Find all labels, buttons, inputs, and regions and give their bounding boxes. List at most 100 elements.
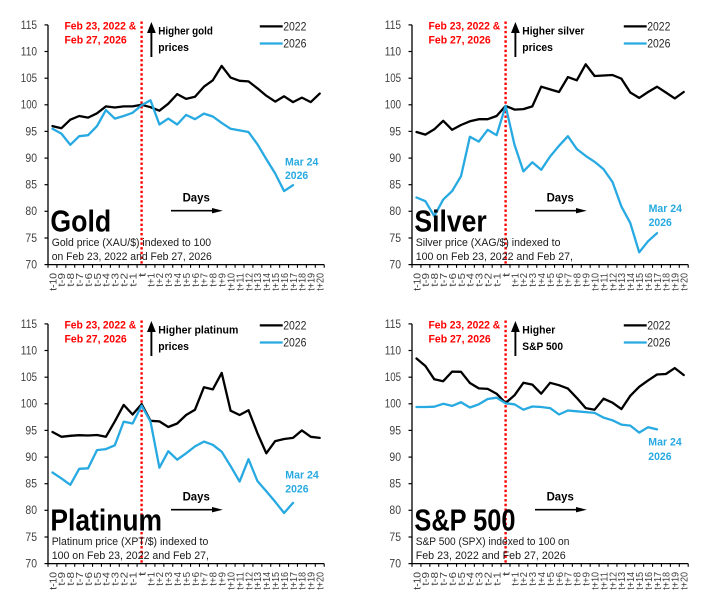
svg-text:t+6: t+6 [191,273,202,287]
svg-text:85: 85 [25,180,37,192]
svg-text:80: 80 [25,505,37,517]
svg-text:2026: 2026 [648,451,671,463]
svg-text:t+17: t+17 [289,273,300,291]
svg-text:t+15: t+15 [635,273,646,291]
svg-text:t-5: t-5 [93,272,104,286]
svg-text:t+11: t+11 [235,273,246,291]
svg-text:t-8: t-8 [66,572,77,586]
svg-text:Days: Days [183,192,210,204]
svg-text:Days: Days [547,492,574,504]
svg-text:115: 115 [385,20,401,32]
svg-text:80: 80 [389,206,401,218]
svg-text:t+9: t+9 [218,273,229,287]
svg-text:S&P 500: S&P 500 [522,341,563,353]
svg-text:Higher gold: Higher gold [158,26,213,38]
svg-text:t+11: t+11 [599,572,610,590]
svg-text:90: 90 [25,153,37,165]
svg-text:t-4: t-4 [466,272,477,286]
svg-text:Feb 23, 2022 &: Feb 23, 2022 & [65,320,137,332]
svg-text:t+20: t+20 [316,273,327,291]
svg-text:t-6: t-6 [84,272,95,286]
svg-text:100: 100 [21,100,37,112]
svg-text:110: 110 [21,346,37,358]
svg-text:t+19: t+19 [671,572,682,590]
svg-text:80: 80 [389,506,401,518]
svg-text:t-7: t-7 [439,572,450,586]
svg-text:t: t [137,572,148,577]
svg-text:t+2: t+2 [519,572,530,586]
svg-text:t+2: t+2 [155,273,166,287]
svg-text:t+10: t+10 [590,572,601,590]
svg-text:t-5: t-5 [457,272,468,286]
svg-text:t-4: t-4 [466,572,477,586]
svg-text:t+15: t+15 [271,273,282,291]
svg-text:t: t [137,273,148,278]
svg-text:t-9: t-9 [57,572,68,586]
svg-text:t+15: t+15 [635,572,646,590]
svg-text:t+18: t+18 [662,572,673,590]
svg-text:t+11: t+11 [599,273,610,291]
svg-text:t-2: t-2 [484,272,495,286]
svg-text:t-6: t-6 [448,272,459,286]
svg-text:t+1: t+1 [146,273,157,287]
svg-text:t+16: t+16 [644,273,655,291]
svg-text:t+19: t+19 [307,273,318,291]
svg-text:85: 85 [389,479,401,491]
svg-text:t+13: t+13 [617,273,628,291]
svg-text:t+8: t+8 [209,273,220,287]
svg-text:95: 95 [25,426,37,438]
svg-text:t+18: t+18 [662,273,673,291]
svg-text:t-2: t-2 [120,272,131,286]
svg-text:t+17: t+17 [289,572,300,590]
svg-text:t+14: t+14 [626,572,637,590]
svg-text:t+8: t+8 [209,572,220,586]
svg-text:t-2: t-2 [484,572,495,586]
svg-text:t+14: t+14 [626,273,637,291]
svg-text:95: 95 [389,426,401,438]
svg-text:t-6: t-6 [84,572,95,586]
svg-text:on Feb 23, 2022 and Feb 27, 20: on Feb 23, 2022 and Feb 27, 2026 [52,251,212,263]
svg-text:Gold price (XAU/$) indexed to: Gold price (XAU/$) indexed to 100 [52,237,211,249]
svg-text:100 on Feb 23, 2022 and Feb 27: 100 on Feb 23, 2022 and Feb 27, [416,251,573,263]
svg-text:t+5: t+5 [182,572,193,586]
svg-text:t+10: t+10 [226,572,237,590]
svg-text:t-4: t-4 [102,272,113,286]
svg-text:Mar 24: Mar 24 [649,203,683,215]
svg-text:t-9: t-9 [421,572,432,586]
svg-text:t+10: t+10 [590,273,601,291]
svg-text:2026: 2026 [283,338,306,350]
svg-text:100: 100 [21,399,37,411]
svg-text:t: t [501,572,512,577]
svg-text:t-3: t-3 [475,272,486,286]
svg-text:Platinum price (XPT/$) indexed: Platinum price (XPT/$) indexed to [52,536,209,548]
svg-text:t+1: t+1 [510,572,521,586]
svg-text:t-3: t-3 [475,572,486,586]
svg-text:t+3: t+3 [164,273,175,287]
svg-text:t+19: t+19 [307,572,318,590]
svg-text:t+18: t+18 [298,572,309,590]
svg-text:t-4: t-4 [102,572,113,586]
svg-text:t+19: t+19 [671,273,682,291]
svg-text:t+1: t+1 [146,572,157,586]
svg-text:t+12: t+12 [244,273,255,291]
svg-text:Feb 27, 2026: Feb 27, 2026 [429,35,491,47]
svg-text:2026: 2026 [285,484,308,496]
svg-text:t+13: t+13 [253,273,264,291]
svg-text:Mar 24: Mar 24 [285,470,319,482]
svg-text:t+16: t+16 [280,572,291,590]
svg-text:t-5: t-5 [93,572,104,586]
svg-text:75: 75 [389,532,401,544]
svg-text:Days: Days [183,492,210,504]
svg-text:70: 70 [389,260,401,272]
svg-text:t-8: t-8 [66,272,77,286]
svg-text:prices: prices [522,42,553,54]
svg-text:90: 90 [389,153,401,165]
svg-text:t: t [501,273,512,278]
svg-text:2022: 2022 [647,321,670,333]
svg-text:110: 110 [385,346,401,358]
svg-text:75: 75 [25,532,37,544]
svg-text:t-1: t-1 [492,572,503,586]
svg-text:t+7: t+7 [564,572,575,586]
svg-text:t+9: t+9 [218,572,229,586]
svg-text:t+14: t+14 [262,273,273,291]
